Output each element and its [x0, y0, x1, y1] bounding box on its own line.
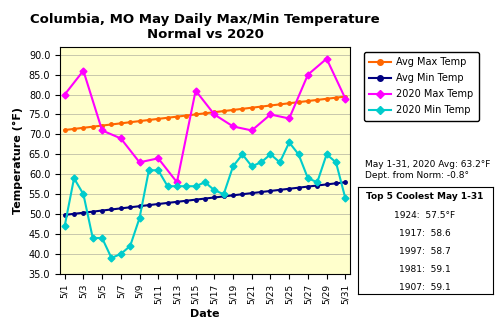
Text: Top 5 Coolest May 1-31: Top 5 Coolest May 1-31	[366, 192, 484, 201]
X-axis label: Date: Date	[190, 309, 220, 319]
Text: 1981:  59.1: 1981: 59.1	[399, 265, 451, 274]
Text: 1917:  58.6: 1917: 58.6	[399, 229, 451, 238]
Y-axis label: Temperature (°F): Temperature (°F)	[13, 107, 23, 214]
Title: Columbia, MO May Daily Max/Min Temperature
Normal vs 2020: Columbia, MO May Daily Max/Min Temperatu…	[30, 13, 380, 41]
Text: 1907:  59.1: 1907: 59.1	[399, 283, 451, 292]
Text: 1924:  57.5°F: 1924: 57.5°F	[394, 210, 456, 219]
Text: 1997:  58.7: 1997: 58.7	[399, 247, 451, 256]
Text: May 1-31, 2020 Avg: 63.2°F
Dept. from Norm: -0.8°: May 1-31, 2020 Avg: 63.2°F Dept. from No…	[365, 160, 490, 180]
Legend: Avg Max Temp, Avg Min Temp, 2020 Max Temp, 2020 Min Temp: Avg Max Temp, Avg Min Temp, 2020 Max Tem…	[364, 52, 478, 121]
